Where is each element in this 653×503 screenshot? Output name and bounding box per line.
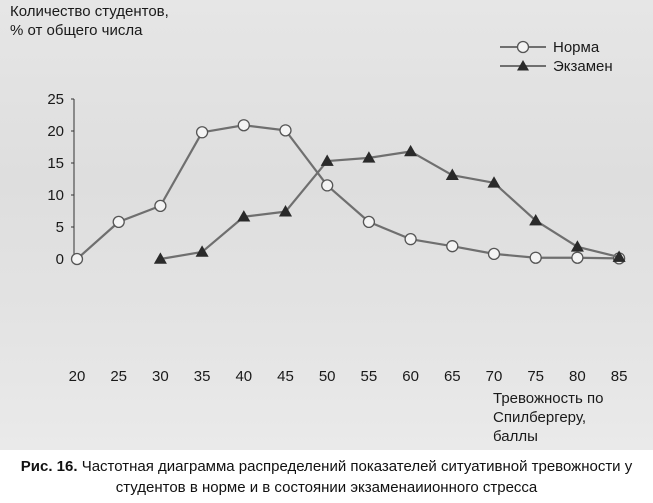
data-point-ekzamen [237, 210, 251, 222]
x-tick-label: 40 [235, 368, 252, 385]
legend-marker-norma [516, 40, 530, 54]
data-point-norma [237, 119, 250, 132]
data-point-norma [195, 126, 209, 139]
data-point-norma [529, 251, 542, 264]
data-point-ekzamen [153, 252, 167, 264]
caption-label: Рис. 16. [20, 458, 78, 475]
data-point-ekzamen [404, 144, 418, 157]
line-chart: 0 5 10 15 20 25 20 25 30 35 40 45 50 55 60 65 70 75 80 85 Но… [47, 39, 628, 385]
legend-label-ekzamen: Экзамен [553, 58, 613, 75]
x-tick-label: 25 [110, 368, 127, 385]
data-point-norma [362, 215, 376, 229]
y-tick-label: 15 [47, 155, 64, 172]
data-point-norma [321, 179, 334, 192]
data-point-norma [112, 215, 125, 229]
x-tick-label: 60 [402, 368, 419, 385]
legend-marker-ekzamen [517, 60, 529, 71]
data-point-ekzamen [362, 151, 376, 163]
x-axis-label-line1: Тревожность по [493, 390, 604, 407]
x-tick-label: 80 [569, 368, 586, 385]
data-point-ekzamen [195, 245, 209, 257]
x-tick-label: 50 [319, 368, 336, 385]
y-axis-label-line2: % от общего числа [10, 22, 143, 39]
data-point-ekzamen [445, 168, 459, 180]
y-tick-label: 0 [56, 251, 64, 268]
x-tick-label: 35 [194, 368, 211, 385]
y-tick-label: 20 [47, 123, 64, 140]
x-tick-label: 20 [69, 368, 86, 385]
y-axis-label: Количество студентов, % от общего числа [10, 2, 169, 40]
figure-caption: Рис. 16. Частотная диаграмма распределен… [0, 456, 653, 498]
data-point-norma [571, 251, 584, 264]
x-axis-label: Тревожность по Спилбергеру, баллы [493, 389, 653, 446]
data-point-norma [70, 252, 84, 266]
series-line-ekzamen [160, 150, 620, 261]
x-tick-label: 45 [277, 368, 294, 385]
data-point-ekzamen [278, 205, 293, 217]
x-axis-label-line2: Спилбергеру, [493, 409, 587, 426]
y-tick-label: 5 [56, 219, 64, 236]
y-tick-label: 10 [47, 187, 64, 204]
data-point-ekzamen [612, 250, 626, 262]
data-point-ekzamen [570, 240, 584, 252]
x-tick-label: 30 [152, 368, 169, 385]
x-tick-label: 55 [361, 368, 378, 385]
data-point-ekzamen [487, 176, 501, 188]
x-tick-label: 85 [611, 368, 628, 385]
legend-label-norma: Норма [553, 39, 600, 56]
data-point-norma [154, 199, 167, 213]
data-point-ekzamen [320, 154, 334, 166]
x-tick-label: 65 [444, 368, 461, 385]
data-point-norma [279, 124, 292, 137]
caption-text: Частотная диаграмма распределений показа… [77, 458, 633, 496]
data-point-norma [404, 233, 417, 246]
data-point-norma [487, 247, 501, 261]
series-line-norma [76, 124, 620, 260]
data-point-norma [446, 240, 459, 253]
y-tick-label: 25 [47, 91, 64, 108]
x-tick-label: 75 [527, 368, 544, 385]
x-axis-label-line3: баллы [493, 428, 538, 445]
data-point-ekzamen [529, 213, 543, 226]
y-axis-label-line1: Количество студентов, [10, 3, 169, 20]
x-tick-label: 70 [486, 368, 503, 385]
